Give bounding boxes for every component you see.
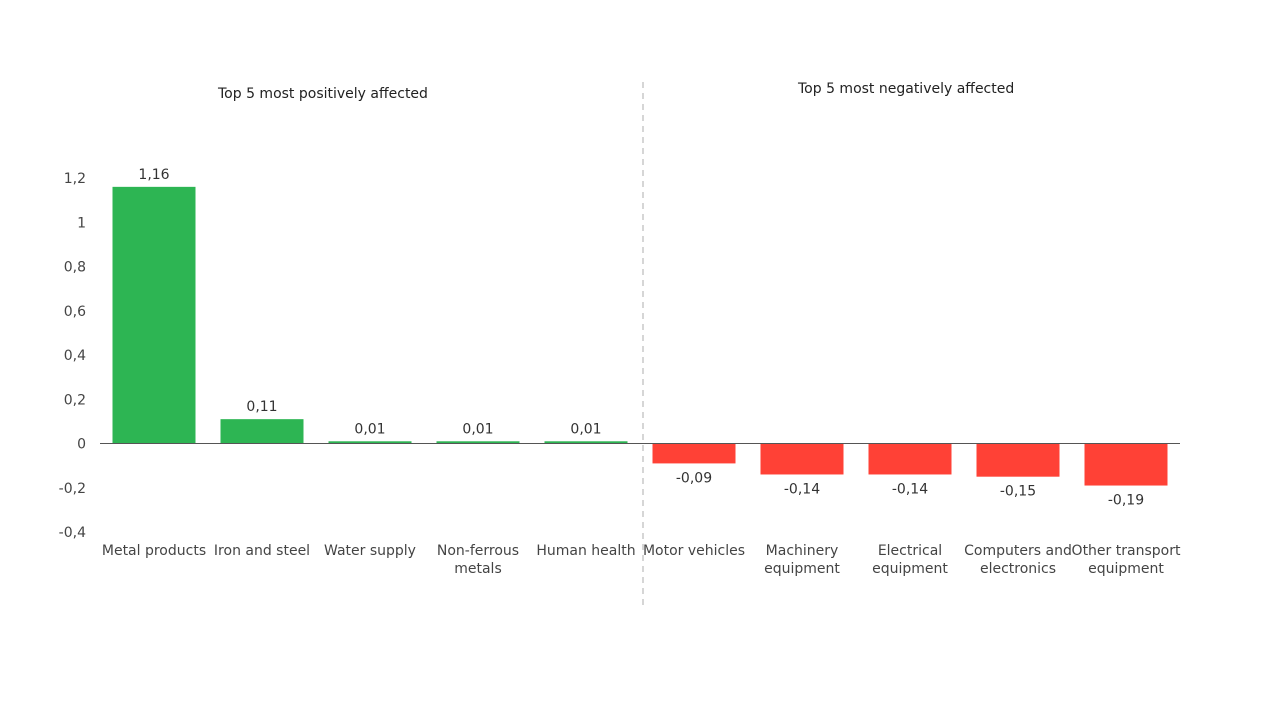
category-label-line: metals xyxy=(454,561,502,577)
bar xyxy=(760,443,844,475)
bar xyxy=(976,443,1060,477)
category-label-line: equipment xyxy=(764,561,840,577)
y-tick-label: 0 xyxy=(77,437,86,453)
category-label: Motor vehicles xyxy=(638,542,750,560)
bar xyxy=(436,441,520,444)
category-label-line: Metal products xyxy=(101,543,207,559)
category-label: Machinery equipment xyxy=(746,542,858,578)
bar xyxy=(544,441,628,444)
bar xyxy=(328,441,412,444)
category-label-line: equipment xyxy=(872,561,948,577)
category-label: Water supply xyxy=(314,542,426,560)
y-tick-label: -0,4 xyxy=(59,525,86,541)
category-label-line: electronics xyxy=(979,561,1057,577)
value-label: -0,14 xyxy=(784,481,820,497)
negative-section-title: Top 5 most negatively affected xyxy=(798,81,1015,97)
value-label: 1,16 xyxy=(138,167,169,183)
value-label: -0,09 xyxy=(676,470,712,486)
y-tick-label: 0,6 xyxy=(64,304,86,320)
bar xyxy=(112,186,196,444)
category-label: Metal products xyxy=(98,542,210,560)
category-label: Iron and steel xyxy=(206,542,318,560)
category-label-line: Water supply xyxy=(324,543,416,559)
category-label-line: Human health xyxy=(536,543,636,559)
y-tick-label: 1 xyxy=(77,215,86,231)
value-label: -0,14 xyxy=(892,481,928,497)
category-label-line: Motor vehicles xyxy=(642,543,746,559)
bar xyxy=(868,443,952,475)
category-label: Electrical equipment xyxy=(854,542,966,578)
y-tick-label: 0,8 xyxy=(64,260,86,276)
bar xyxy=(652,443,736,464)
y-tick-label: 0,2 xyxy=(64,392,86,408)
category-label-line: Computers and xyxy=(964,543,1072,559)
category-label: Computers and electronics xyxy=(962,542,1074,578)
bar xyxy=(220,419,304,444)
category-label-line: Other transport xyxy=(1071,543,1181,559)
value-label: 0,01 xyxy=(570,421,601,437)
y-tick-label: 1,2 xyxy=(64,171,86,187)
category-label-line: equipment xyxy=(1088,561,1164,577)
value-label: 0,01 xyxy=(354,421,385,437)
value-label: 0,11 xyxy=(246,399,277,415)
positive-section-title: Top 5 most positively affected xyxy=(218,86,428,102)
bar xyxy=(1084,443,1168,486)
category-label-line: Electrical xyxy=(877,543,943,559)
y-tick-label: -0,2 xyxy=(59,481,86,497)
value-label: -0,15 xyxy=(1000,484,1036,500)
category-label: Other transport equipment xyxy=(1070,542,1182,578)
value-label: 0,01 xyxy=(462,421,493,437)
category-label-line: Iron and steel xyxy=(213,543,311,559)
category-label-line: Non-ferrous xyxy=(436,543,520,559)
y-tick-label: 0,4 xyxy=(64,348,86,364)
category-label: Human health xyxy=(530,542,642,560)
value-label: -0,19 xyxy=(1108,493,1144,509)
category-label: Non-ferrous metals xyxy=(422,542,534,578)
category-label-line: Machinery xyxy=(765,543,839,559)
